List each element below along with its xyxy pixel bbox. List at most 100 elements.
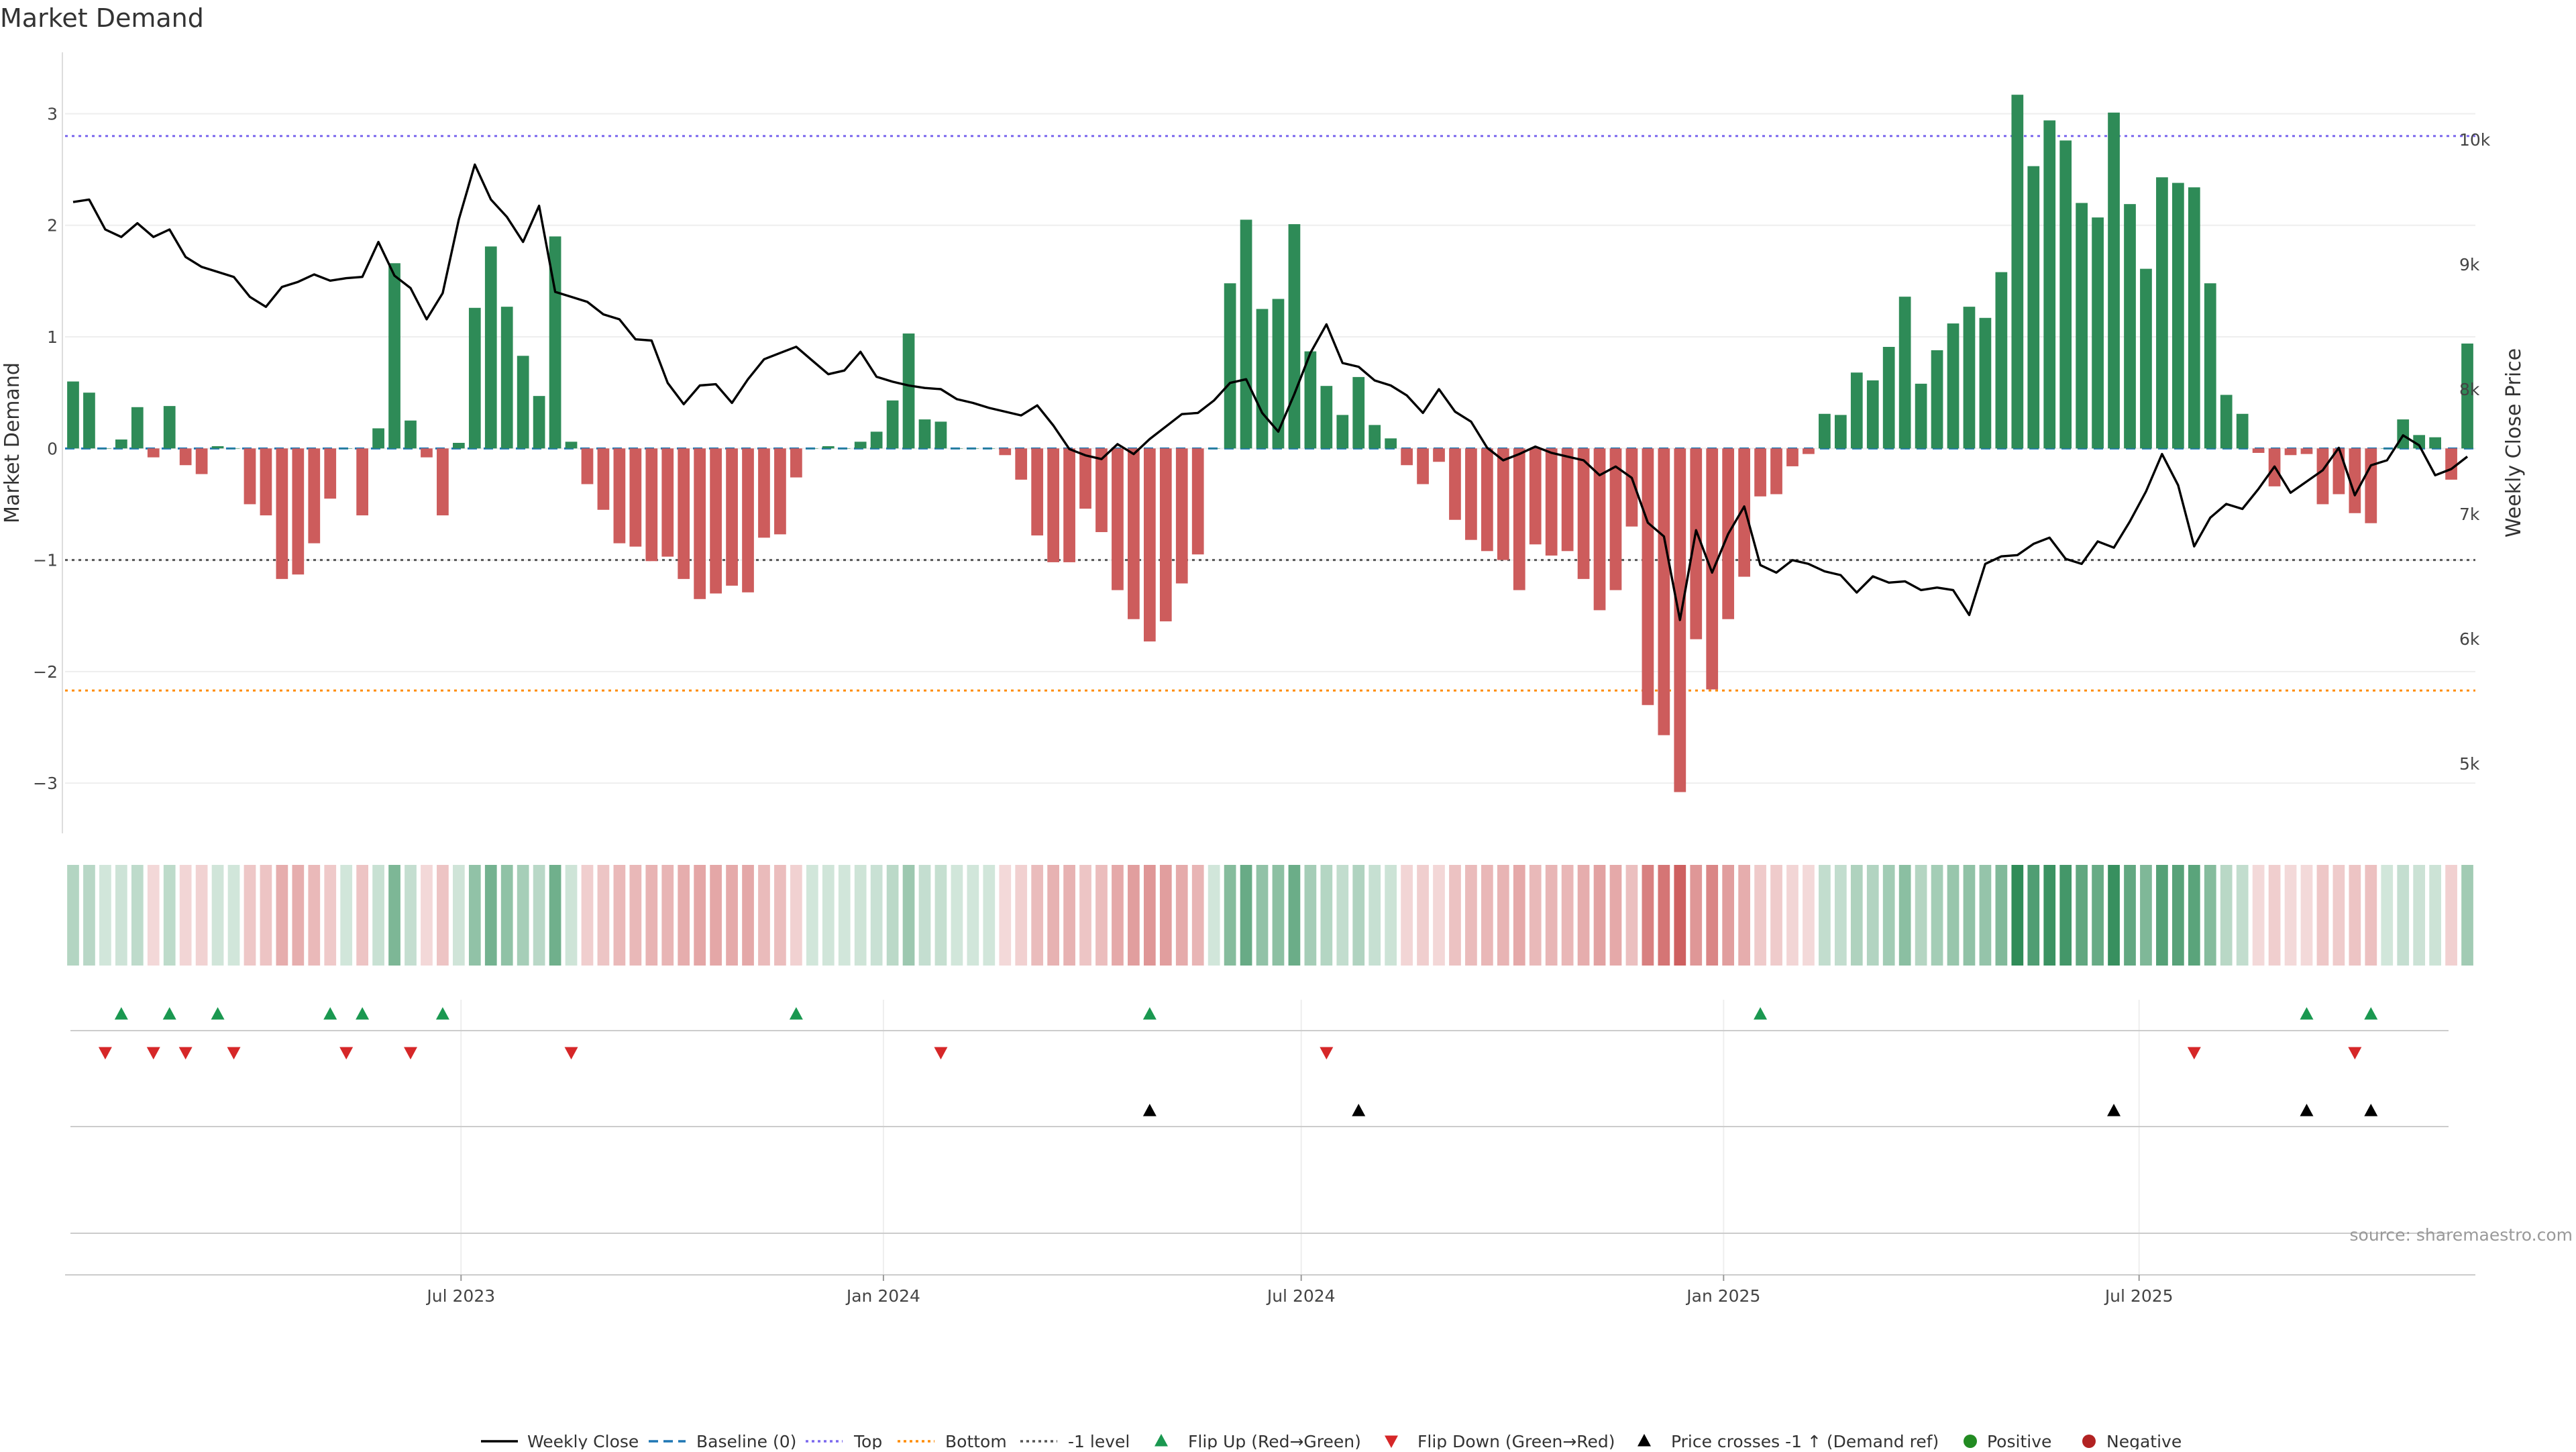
heat-cell [838, 865, 851, 966]
demand-bar [1191, 448, 1204, 555]
demand-bar [613, 448, 626, 543]
demand-bar [902, 333, 915, 449]
demand-bar [2220, 395, 2233, 449]
legend-label: Weekly Close [527, 1432, 639, 1449]
demand-bar [1208, 448, 1220, 449]
heat-cell [1625, 865, 1638, 966]
heat-cell [1433, 865, 1445, 966]
grid [65, 113, 2475, 1275]
demand-bar [244, 448, 256, 505]
heat-cell [2059, 865, 2072, 966]
demand-bar [517, 356, 529, 449]
flip-down-marker [227, 1047, 241, 1059]
demand-bar [1690, 448, 1703, 639]
flip-up-marker [1142, 1007, 1157, 1020]
flip-up-marker [211, 1007, 225, 1020]
heat-cell [790, 865, 802, 966]
demand-bar [1642, 448, 1654, 705]
heat-cell [2349, 865, 2361, 966]
demand-bar [838, 448, 851, 449]
demand-bar [581, 448, 594, 484]
demand-bar [2349, 448, 2361, 513]
demand-bar [421, 448, 433, 458]
demand-bar [2076, 203, 2088, 449]
heat-cell [581, 865, 594, 966]
demand-bar [2461, 344, 2473, 449]
heat-cell [1561, 865, 1574, 966]
x-tick-label: Jul 2025 [2104, 1286, 2174, 1306]
demand-bar [1819, 413, 1831, 449]
heat-cell [1898, 865, 1911, 966]
demand-bar [372, 428, 384, 449]
demand-bar [1112, 448, 1124, 590]
flip-up-marker [162, 1007, 176, 1020]
demand-bar [1754, 448, 1766, 497]
heat-cell [163, 865, 176, 966]
heat-cell [131, 865, 144, 966]
heat-cell [967, 865, 979, 966]
legend-label: -1 level [1068, 1432, 1130, 1449]
demand-bar [983, 448, 996, 449]
y2-axis-title: Weekly Close Price [2502, 348, 2526, 537]
demand-bar [1063, 448, 1075, 562]
heat-cell [1304, 865, 1317, 966]
legend-label: Bottom [945, 1432, 1007, 1449]
source-note: source: sharemaestro.com [2350, 1225, 2573, 1245]
heat-cell [83, 865, 95, 966]
demand-bar [1915, 383, 1927, 449]
demand-bar [1625, 448, 1638, 527]
demand-bar [1561, 448, 1574, 552]
y-axis-title: Market Demand [1, 362, 24, 523]
demand-bar [1320, 386, 1333, 449]
demand-bar [1738, 448, 1750, 577]
demand-bar [549, 236, 561, 449]
heat-cell [1497, 865, 1509, 966]
weekly-close-series [72, 163, 2469, 621]
heat-cell [1191, 865, 1204, 966]
heat-cell [549, 865, 561, 966]
demand-bar [227, 448, 240, 449]
demand-bar [2108, 112, 2120, 449]
heat-cell [2445, 865, 2457, 966]
x-tick-label: Jul 2023 [425, 1286, 495, 1306]
heat-cell [1819, 865, 1831, 966]
heat-cell [99, 865, 111, 966]
heat-cell [292, 865, 305, 966]
x-tick-label: Jan 2024 [845, 1286, 920, 1306]
heat-cell [2027, 865, 2040, 966]
heat-cell [1770, 865, 1782, 966]
heat-cell [1642, 865, 1654, 966]
flip-down-marker [178, 1047, 193, 1059]
demand-bar [1352, 376, 1365, 449]
heat-cell [1947, 865, 1960, 966]
demand-bar [147, 448, 160, 458]
heat-cell [1175, 865, 1188, 966]
heat-cell [1095, 865, 1108, 966]
demand-bar [1047, 448, 1059, 562]
heat-cell [726, 865, 738, 966]
heat-cell [1401, 865, 1413, 966]
legend-swatch [1385, 1435, 1398, 1448]
heat-cell [886, 865, 899, 966]
axes [62, 52, 2475, 1281]
demand-bar [2188, 187, 2200, 449]
heat-cell [645, 865, 658, 966]
heat-cell [774, 865, 786, 966]
legend-label: Positive [1987, 1432, 2051, 1449]
heat-cell [983, 865, 996, 966]
weekly-close-line [72, 163, 2469, 621]
heat-cell [308, 865, 321, 966]
heat-cell [1159, 865, 1172, 966]
heat-cell [1352, 865, 1365, 966]
heat-cell [1658, 865, 1670, 966]
demand-bar [468, 307, 481, 449]
heat-cell [1208, 865, 1220, 966]
demand-bar [934, 421, 947, 449]
legend-swatch [1638, 1434, 1651, 1447]
heat-cell [115, 865, 127, 966]
heat-cell [227, 865, 240, 966]
heat-cell [1481, 865, 1493, 966]
demand-bar [1385, 438, 1397, 449]
